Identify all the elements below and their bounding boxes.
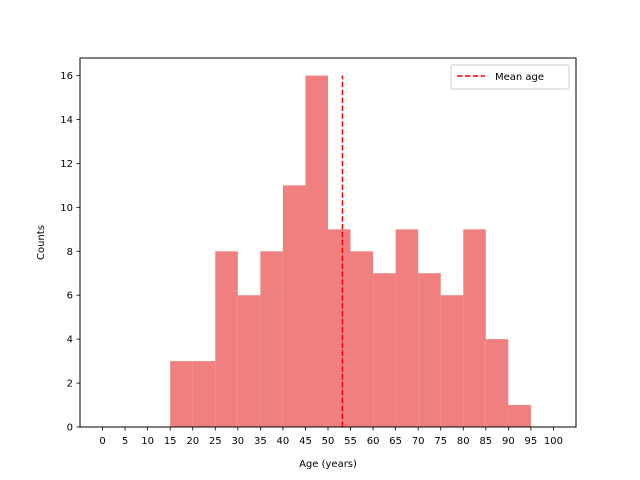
histogram-bar [215, 251, 238, 427]
x-axis-label: Age (years) [299, 459, 357, 470]
legend-box [450, 64, 570, 90]
y-tick-label: 8 [67, 247, 73, 258]
histogram-bar [395, 229, 419, 427]
histogram-bar [485, 339, 509, 427]
legend-label-mean-age: Mean age [495, 72, 544, 83]
y-tick-label: 0 [67, 423, 73, 434]
x-tick-label: 50 [322, 436, 335, 447]
x-tick-label: 35 [254, 436, 267, 447]
histogram-bar [260, 251, 283, 427]
x-tick-label: 80 [457, 436, 470, 447]
x-axis-ticks: 0 5 10 15 20 25 30 35 40 45 50 55 60 65 70 75 80 85 90 95 10… [99, 427, 563, 447]
y-axis-ticks: 0 2 4 6 8 10 12 14 16 [60, 71, 80, 434]
x-tick-label: 0 [99, 436, 105, 447]
histogram-bar [192, 361, 216, 427]
x-tick-label: 85 [479, 436, 492, 447]
x-tick-label: 95 [525, 436, 538, 447]
y-tick-label: 16 [60, 71, 73, 82]
histogram-bar [463, 229, 486, 427]
y-tick-label: 2 [67, 379, 73, 390]
y-tick-label: 12 [60, 159, 73, 170]
x-tick-label: 65 [389, 436, 402, 447]
histogram-bar [373, 273, 396, 427]
histogram-bar [440, 295, 464, 427]
histogram-bar [237, 295, 261, 427]
histogram-bar [282, 185, 306, 427]
histogram-bar [305, 75, 328, 428]
histogram-bars [170, 75, 531, 428]
x-tick-label: 55 [344, 436, 357, 447]
y-axis-label: Counts [36, 225, 47, 260]
x-tick-label: 20 [186, 436, 199, 447]
x-tick-label: 25 [209, 436, 222, 447]
x-tick-label: 45 [299, 436, 312, 447]
x-tick-label: 60 [367, 436, 380, 447]
x-tick-label: 75 [434, 436, 447, 447]
x-tick-label: 90 [502, 436, 515, 447]
x-tick-label: 100 [544, 436, 563, 447]
legend: Mean age [450, 64, 570, 90]
y-tick-label: 6 [67, 291, 73, 302]
x-tick-label: 5 [122, 436, 128, 447]
y-tick-label: 10 [60, 203, 73, 214]
histogram-bar [170, 361, 193, 427]
x-tick-label: 70 [412, 436, 425, 447]
x-tick-label: 30 [231, 436, 244, 447]
histogram-bar [508, 405, 531, 427]
y-tick-label: 14 [60, 115, 73, 126]
histogram-bar [418, 273, 441, 427]
x-tick-label: 40 [277, 436, 290, 447]
x-tick-label: 10 [141, 436, 154, 447]
histogram-bar [328, 229, 351, 427]
x-tick-label: 15 [164, 436, 177, 447]
y-tick-label: 4 [67, 335, 73, 346]
histogram-bar [350, 251, 374, 427]
